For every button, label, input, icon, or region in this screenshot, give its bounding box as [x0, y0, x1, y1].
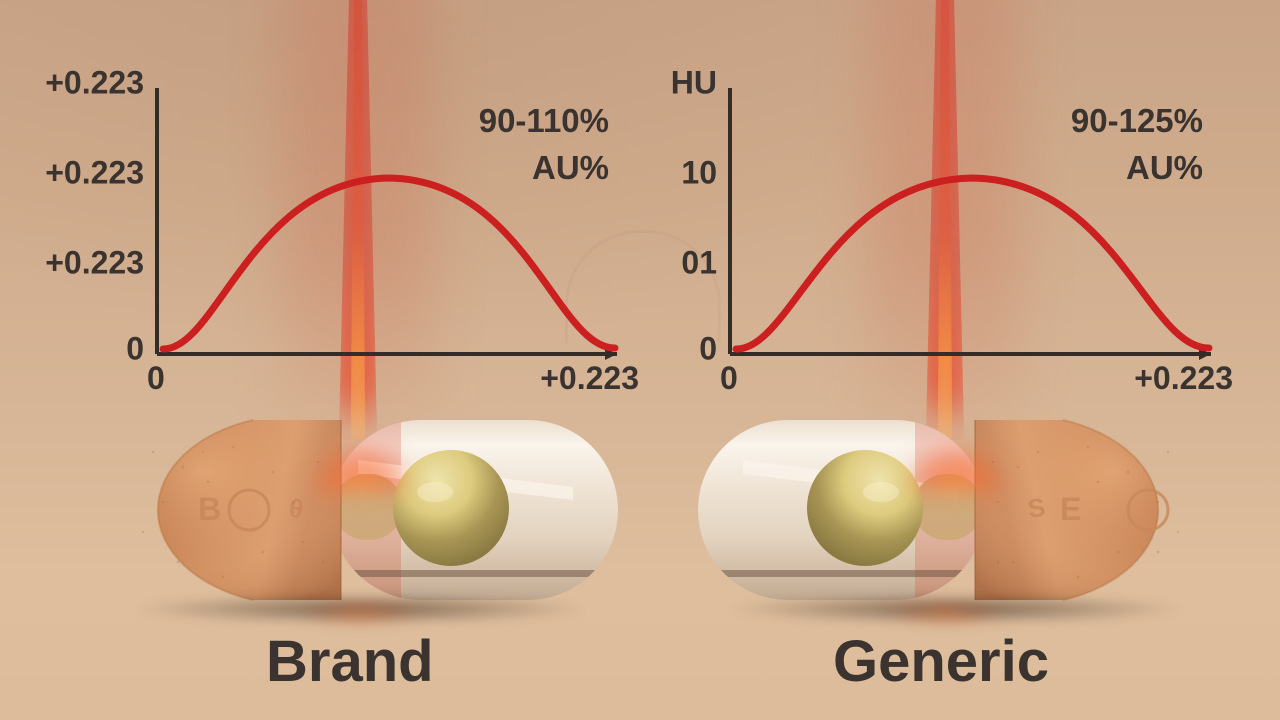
svg-text:B: B [198, 491, 221, 527]
svg-text:E: E [1060, 491, 1081, 527]
